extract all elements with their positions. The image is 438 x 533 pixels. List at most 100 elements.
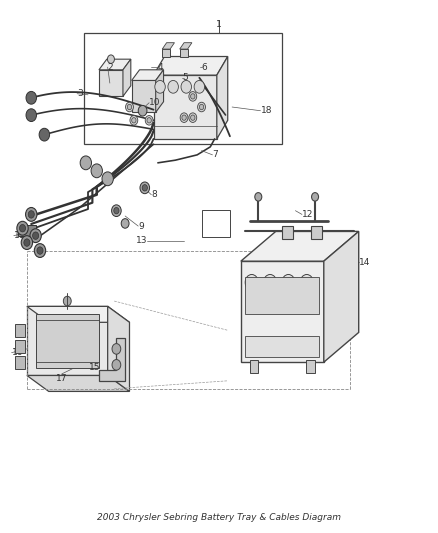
Polygon shape [180,43,192,49]
Polygon shape [153,56,228,75]
Bar [132,80,155,112]
Polygon shape [27,306,130,322]
Polygon shape [123,59,131,96]
Polygon shape [27,375,130,391]
Text: 1: 1 [216,20,222,29]
Text: 2003 Chrysler Sebring Battery Tray & Cables Diagram: 2003 Chrysler Sebring Battery Tray & Cab… [97,513,341,522]
Text: 18: 18 [261,106,272,115]
Circle shape [189,92,197,101]
Bar [35,314,99,368]
Circle shape [91,164,102,177]
Circle shape [26,109,36,122]
Circle shape [194,80,205,93]
Circle shape [17,221,28,235]
Circle shape [21,236,32,249]
Polygon shape [108,306,130,391]
Circle shape [191,115,195,120]
Circle shape [126,102,134,112]
Bar [201,210,230,237]
Circle shape [112,344,121,354]
Circle shape [168,80,178,93]
Text: 14: 14 [359,258,370,266]
Circle shape [300,274,313,290]
Circle shape [138,106,147,116]
Text: 12: 12 [302,210,313,219]
Circle shape [245,274,258,290]
Circle shape [26,91,36,104]
Text: 17: 17 [56,374,67,383]
Circle shape [24,239,30,246]
Bar [153,75,217,139]
Bar [245,277,319,314]
Bar [283,226,293,239]
Circle shape [181,80,191,93]
Circle shape [282,274,295,290]
Polygon shape [217,56,228,139]
Bar [250,360,258,373]
Text: 9: 9 [138,222,144,231]
Polygon shape [99,338,125,381]
Circle shape [264,274,277,290]
Polygon shape [155,70,163,112]
Circle shape [155,80,165,93]
Circle shape [39,128,49,141]
Text: 8: 8 [151,190,157,199]
Text: 4: 4 [158,63,163,71]
Text: 11: 11 [14,231,25,240]
Bar [241,261,324,362]
Text: 10: 10 [149,98,161,107]
Circle shape [147,118,151,123]
Polygon shape [324,231,359,362]
Circle shape [112,205,121,216]
Circle shape [34,244,46,257]
Text: 16: 16 [12,348,23,357]
Bar [162,49,170,56]
Polygon shape [14,356,25,368]
Text: 15: 15 [89,364,100,372]
Circle shape [191,94,195,99]
Circle shape [37,247,43,254]
Text: 5: 5 [182,73,187,82]
Circle shape [114,207,119,214]
Text: 6: 6 [201,63,207,71]
Circle shape [255,192,262,201]
Polygon shape [99,59,131,70]
Circle shape [19,224,25,232]
Circle shape [30,229,41,243]
Circle shape [107,55,114,63]
Circle shape [311,192,318,201]
Circle shape [130,116,138,125]
Polygon shape [27,306,108,375]
Circle shape [112,360,121,370]
Text: 3: 3 [77,89,83,98]
Circle shape [189,113,197,123]
Polygon shape [132,70,163,80]
Text: 13: 13 [135,237,147,246]
Text: 2: 2 [108,63,113,71]
Polygon shape [14,340,25,353]
Bar [245,336,319,357]
Circle shape [80,156,92,169]
Circle shape [180,113,188,123]
Bar [306,360,315,373]
Circle shape [199,104,204,110]
Bar [311,226,321,239]
Bar [84,33,283,144]
Circle shape [132,118,136,123]
Polygon shape [14,324,25,337]
Circle shape [102,172,113,185]
Circle shape [145,116,153,125]
Circle shape [140,182,150,193]
Circle shape [127,104,132,110]
Circle shape [32,232,39,239]
Circle shape [182,115,186,120]
Circle shape [64,296,71,306]
Polygon shape [241,231,359,261]
Bar [18,225,35,236]
Polygon shape [162,43,174,49]
Circle shape [121,219,129,228]
Text: 7: 7 [212,150,218,159]
Circle shape [28,211,34,218]
Bar [99,70,123,96]
Circle shape [198,102,205,112]
